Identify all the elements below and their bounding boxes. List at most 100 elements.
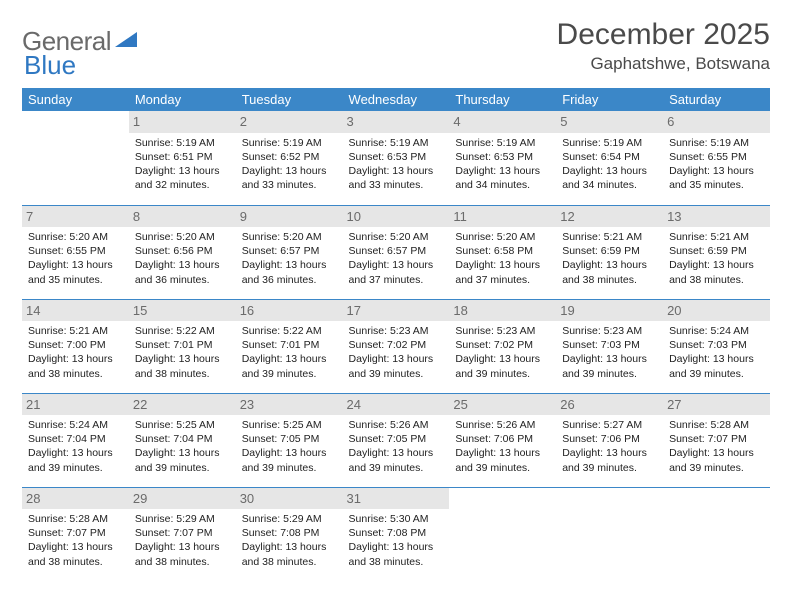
calendar-day-cell: 24Sunrise: 5:26 AMSunset: 7:05 PMDayligh… [343, 393, 450, 487]
calendar-day-cell: 10Sunrise: 5:20 AMSunset: 6:57 PMDayligh… [343, 205, 450, 299]
daylight-text: and 35 minutes. [28, 273, 123, 287]
calendar-day-cell: 27 Sunrise: 5:28 AMSunset: 7:07 PMDayligh… [663, 393, 770, 487]
sunrise-text: Sunrise: 5:22 AM [242, 324, 337, 338]
calendar-day-cell: 29Sunrise: 5:29 AMSunset: 7:07 PMDayligh… [129, 487, 236, 581]
daylight-text: Daylight: 13 hours [562, 352, 657, 366]
header: General December 2025 Gaphatshwe, Botswa… [22, 18, 770, 74]
daylight-text: and 38 minutes. [135, 367, 230, 381]
daylight-text: and 39 minutes. [455, 461, 550, 475]
daylight-text: Daylight: 13 hours [349, 540, 444, 554]
day-number: 26 [556, 394, 663, 416]
calendar-day-cell: . [22, 111, 129, 205]
day-number: 8 [129, 206, 236, 228]
daylight-text: and 36 minutes. [242, 273, 337, 287]
daylight-text: Daylight: 13 hours [135, 540, 230, 554]
daylight-text: Daylight: 13 hours [455, 164, 550, 178]
sunrise-text: Sunrise: 5:28 AM [669, 418, 764, 432]
sunrise-text: Sunrise: 5:20 AM [135, 230, 230, 244]
calendar-page: General December 2025 Gaphatshwe, Botswa… [0, 0, 792, 581]
calendar-day-cell: 21Sunrise: 5:24 AMSunset: 7:04 PMDayligh… [22, 393, 129, 487]
sunrise-text: Sunrise: 5:24 AM [669, 324, 764, 338]
day-number: 22 [129, 394, 236, 416]
daylight-text: Daylight: 13 hours [669, 352, 764, 366]
daylight-text: and 39 minutes. [242, 461, 337, 475]
sunrise-text: Sunrise: 5:19 AM [562, 136, 657, 150]
daylight-text: Daylight: 13 hours [242, 352, 337, 366]
calendar-day-cell: 4Sunrise: 5:19 AMSunset: 6:53 PMDaylight… [449, 111, 556, 205]
calendar-day-cell: 28Sunrise: 5:28 AMSunset: 7:07 PMDayligh… [22, 487, 129, 581]
sunrise-text: Sunrise: 5:19 AM [242, 136, 337, 150]
calendar-header-row: Sunday Monday Tuesday Wednesday Thursday… [22, 88, 770, 111]
sunset-text: Sunset: 7:04 PM [135, 432, 230, 446]
sunrise-text: Sunrise: 5:20 AM [28, 230, 123, 244]
day-number: 12 [556, 206, 663, 228]
calendar-day-cell: 3Sunrise: 5:19 AMSunset: 6:53 PMDaylight… [343, 111, 450, 205]
calendar-day-cell: . [663, 487, 770, 581]
sunrise-text: Sunrise: 5:24 AM [28, 418, 123, 432]
day-number: 18 [449, 300, 556, 322]
daylight-text: and 39 minutes. [669, 367, 764, 381]
calendar-day-cell: 25Sunrise: 5:26 AMSunset: 7:06 PMDayligh… [449, 393, 556, 487]
daylight-text: and 39 minutes. [455, 367, 550, 381]
calendar-week-row: 28Sunrise: 5:28 AMSunset: 7:07 PMDayligh… [22, 487, 770, 581]
day-number: 3 [343, 111, 450, 133]
daylight-text: and 38 minutes. [28, 555, 123, 569]
daylight-text: Daylight: 13 hours [349, 352, 444, 366]
calendar-day-cell: 12Sunrise: 5:21 AMSunset: 6:59 PMDayligh… [556, 205, 663, 299]
calendar-day-cell: 18Sunrise: 5:23 AMSunset: 7:02 PMDayligh… [449, 299, 556, 393]
daylight-text: and 39 minutes. [349, 367, 444, 381]
daylight-text: Daylight: 13 hours [562, 164, 657, 178]
day-number: 27 [663, 394, 770, 416]
calendar-day-cell: 16Sunrise: 5:22 AMSunset: 7:01 PMDayligh… [236, 299, 343, 393]
calendar-day-cell: 19Sunrise: 5:23 AMSunset: 7:03 PMDayligh… [556, 299, 663, 393]
calendar-week-row: 14Sunrise: 5:21 AMSunset: 7:00 PMDayligh… [22, 299, 770, 393]
sunset-text: Sunset: 6:51 PM [135, 150, 230, 164]
daylight-text: Daylight: 13 hours [349, 446, 444, 460]
sunrise-text: Sunrise: 5:19 AM [349, 136, 444, 150]
calendar-day-cell: 17Sunrise: 5:23 AMSunset: 7:02 PMDayligh… [343, 299, 450, 393]
calendar-day-cell: 26Sunrise: 5:27 AMSunset: 7:06 PMDayligh… [556, 393, 663, 487]
day-number: 4 [449, 111, 556, 133]
sunset-text: Sunset: 7:05 PM [242, 432, 337, 446]
calendar-day-cell: 6Sunrise: 5:19 AMSunset: 6:55 PMDaylight… [663, 111, 770, 205]
sunset-text: Sunset: 7:02 PM [349, 338, 444, 352]
sunrise-text: Sunrise: 5:26 AM [349, 418, 444, 432]
calendar-day-cell: 1Sunrise: 5:19 AMSunset: 6:51 PMDaylight… [129, 111, 236, 205]
daylight-text: Daylight: 13 hours [135, 164, 230, 178]
calendar-day-cell: 11Sunrise: 5:20 AMSunset: 6:58 PMDayligh… [449, 205, 556, 299]
daylight-text: and 38 minutes. [669, 273, 764, 287]
daylight-text: and 39 minutes. [242, 367, 337, 381]
sunset-text: Sunset: 6:57 PM [242, 244, 337, 258]
title-block: December 2025 Gaphatshwe, Botswana [557, 18, 770, 74]
calendar-day-cell: 8Sunrise: 5:20 AMSunset: 6:56 PMDaylight… [129, 205, 236, 299]
daylight-text: Daylight: 13 hours [669, 446, 764, 460]
day-number: 13 [663, 206, 770, 228]
daylight-text: and 32 minutes. [135, 178, 230, 192]
sunrise-text: Sunrise: 5:26 AM [455, 418, 550, 432]
calendar-day-cell: . [449, 487, 556, 581]
daylight-text: Daylight: 13 hours [28, 446, 123, 460]
calendar-week-row: 21Sunrise: 5:24 AMSunset: 7:04 PMDayligh… [22, 393, 770, 487]
day-number: 9 [236, 206, 343, 228]
sunrise-text: Sunrise: 5:23 AM [562, 324, 657, 338]
day-number: 20 [663, 300, 770, 322]
daylight-text: Daylight: 13 hours [562, 446, 657, 460]
daylight-text: and 33 minutes. [349, 178, 444, 192]
day-number: 30 [236, 488, 343, 510]
sunset-text: Sunset: 7:07 PM [669, 432, 764, 446]
daylight-text: Daylight: 13 hours [135, 352, 230, 366]
weekday-header: Wednesday [343, 88, 450, 111]
daylight-text: Daylight: 13 hours [669, 258, 764, 272]
daylight-text: and 38 minutes. [135, 555, 230, 569]
sunrise-text: Sunrise: 5:29 AM [242, 512, 337, 526]
calendar-day-cell: 22Sunrise: 5:25 AMSunset: 7:04 PMDayligh… [129, 393, 236, 487]
day-number: 28 [22, 488, 129, 510]
sunrise-text: Sunrise: 5:29 AM [135, 512, 230, 526]
day-number: 25 [449, 394, 556, 416]
daylight-text: Daylight: 13 hours [455, 352, 550, 366]
daylight-text: Daylight: 13 hours [28, 258, 123, 272]
day-number: 6 [663, 111, 770, 133]
sunrise-text: Sunrise: 5:30 AM [349, 512, 444, 526]
sunset-text: Sunset: 6:59 PM [562, 244, 657, 258]
daylight-text: and 39 minutes. [28, 461, 123, 475]
